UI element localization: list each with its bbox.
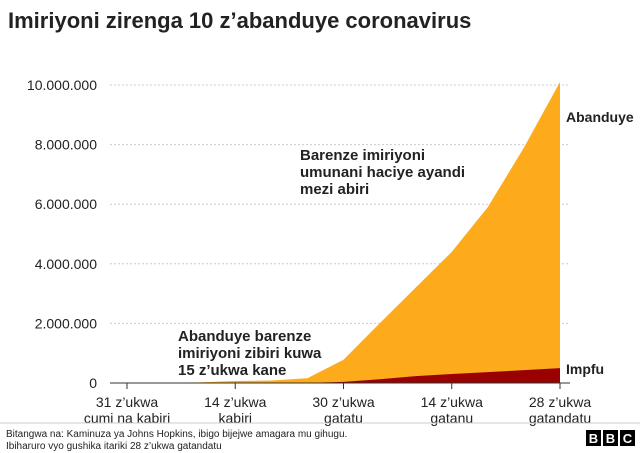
- annotation: mezi abiri: [300, 181, 369, 198]
- logo-letter: C: [623, 431, 633, 446]
- area: [127, 82, 560, 384]
- annotation: Abanduye barenze: [178, 328, 311, 345]
- annotation: umunani haciye ayandi: [300, 164, 465, 181]
- y-tick-label: 8.000.000: [35, 137, 97, 153]
- y-tick-label: 0: [89, 375, 97, 391]
- legend-label: Abanduye: [566, 109, 634, 125]
- x-tick-line: cumi na kabiri: [84, 410, 170, 426]
- area: [127, 368, 560, 383]
- x-tick-line: 14 z’ukwa: [204, 394, 266, 410]
- chart-title: Imiriyoni zirenga 10 z’abanduye coronavi…: [8, 8, 471, 33]
- legend-label: Impfu: [566, 361, 604, 377]
- x-tick-label: 14 z’ukwa kabiri: [204, 394, 266, 426]
- logo-letter: B: [606, 431, 615, 446]
- x-tick-label: 28 z’ukwa gatandatu: [529, 394, 591, 426]
- x-tick-line: 30 z’ukwa: [312, 394, 374, 410]
- source: Bitangwa na: Kaminuza ya Johns Hopkins, …: [6, 429, 347, 440]
- x-tick-line: 14 z’ukwa: [421, 394, 483, 410]
- logo-letter: B: [589, 431, 598, 446]
- logo-box: [620, 430, 635, 446]
- x-tick-label: 31 z’ukwa cumi na kabiri: [84, 394, 170, 426]
- y-tick-label: 6.000.000: [35, 196, 97, 212]
- x-tick-line: gatatu: [324, 410, 363, 426]
- logo-box: [586, 430, 601, 446]
- x-tick-line: gatanu: [430, 410, 473, 426]
- annotation: Barenze imiriyoni: [300, 147, 425, 164]
- x-tick-line: kabiri: [219, 410, 252, 426]
- y-tick-label: 2.000.000: [35, 315, 97, 331]
- x-tick-line: 31 z’ukwa: [96, 394, 158, 410]
- logo-box: [603, 430, 618, 446]
- y-tick-label: 4.000.000: [35, 256, 97, 272]
- source: Ibiharuro vyo gushika itariki 28 z’ukwa …: [6, 441, 222, 452]
- annotation: 15 z’ukwa kane: [178, 362, 286, 379]
- x-tick-label: 14 z’ukwa gatanu: [421, 394, 483, 426]
- annotation: imiriyoni zibiri kuwa: [178, 345, 322, 362]
- x-tick-line: gatandatu: [529, 410, 591, 426]
- y-tick-label: 10.000.000: [27, 77, 97, 93]
- x-tick-label: 30 z’ukwa gatatu: [312, 394, 374, 426]
- x-tick-line: 28 z’ukwa: [529, 394, 591, 410]
